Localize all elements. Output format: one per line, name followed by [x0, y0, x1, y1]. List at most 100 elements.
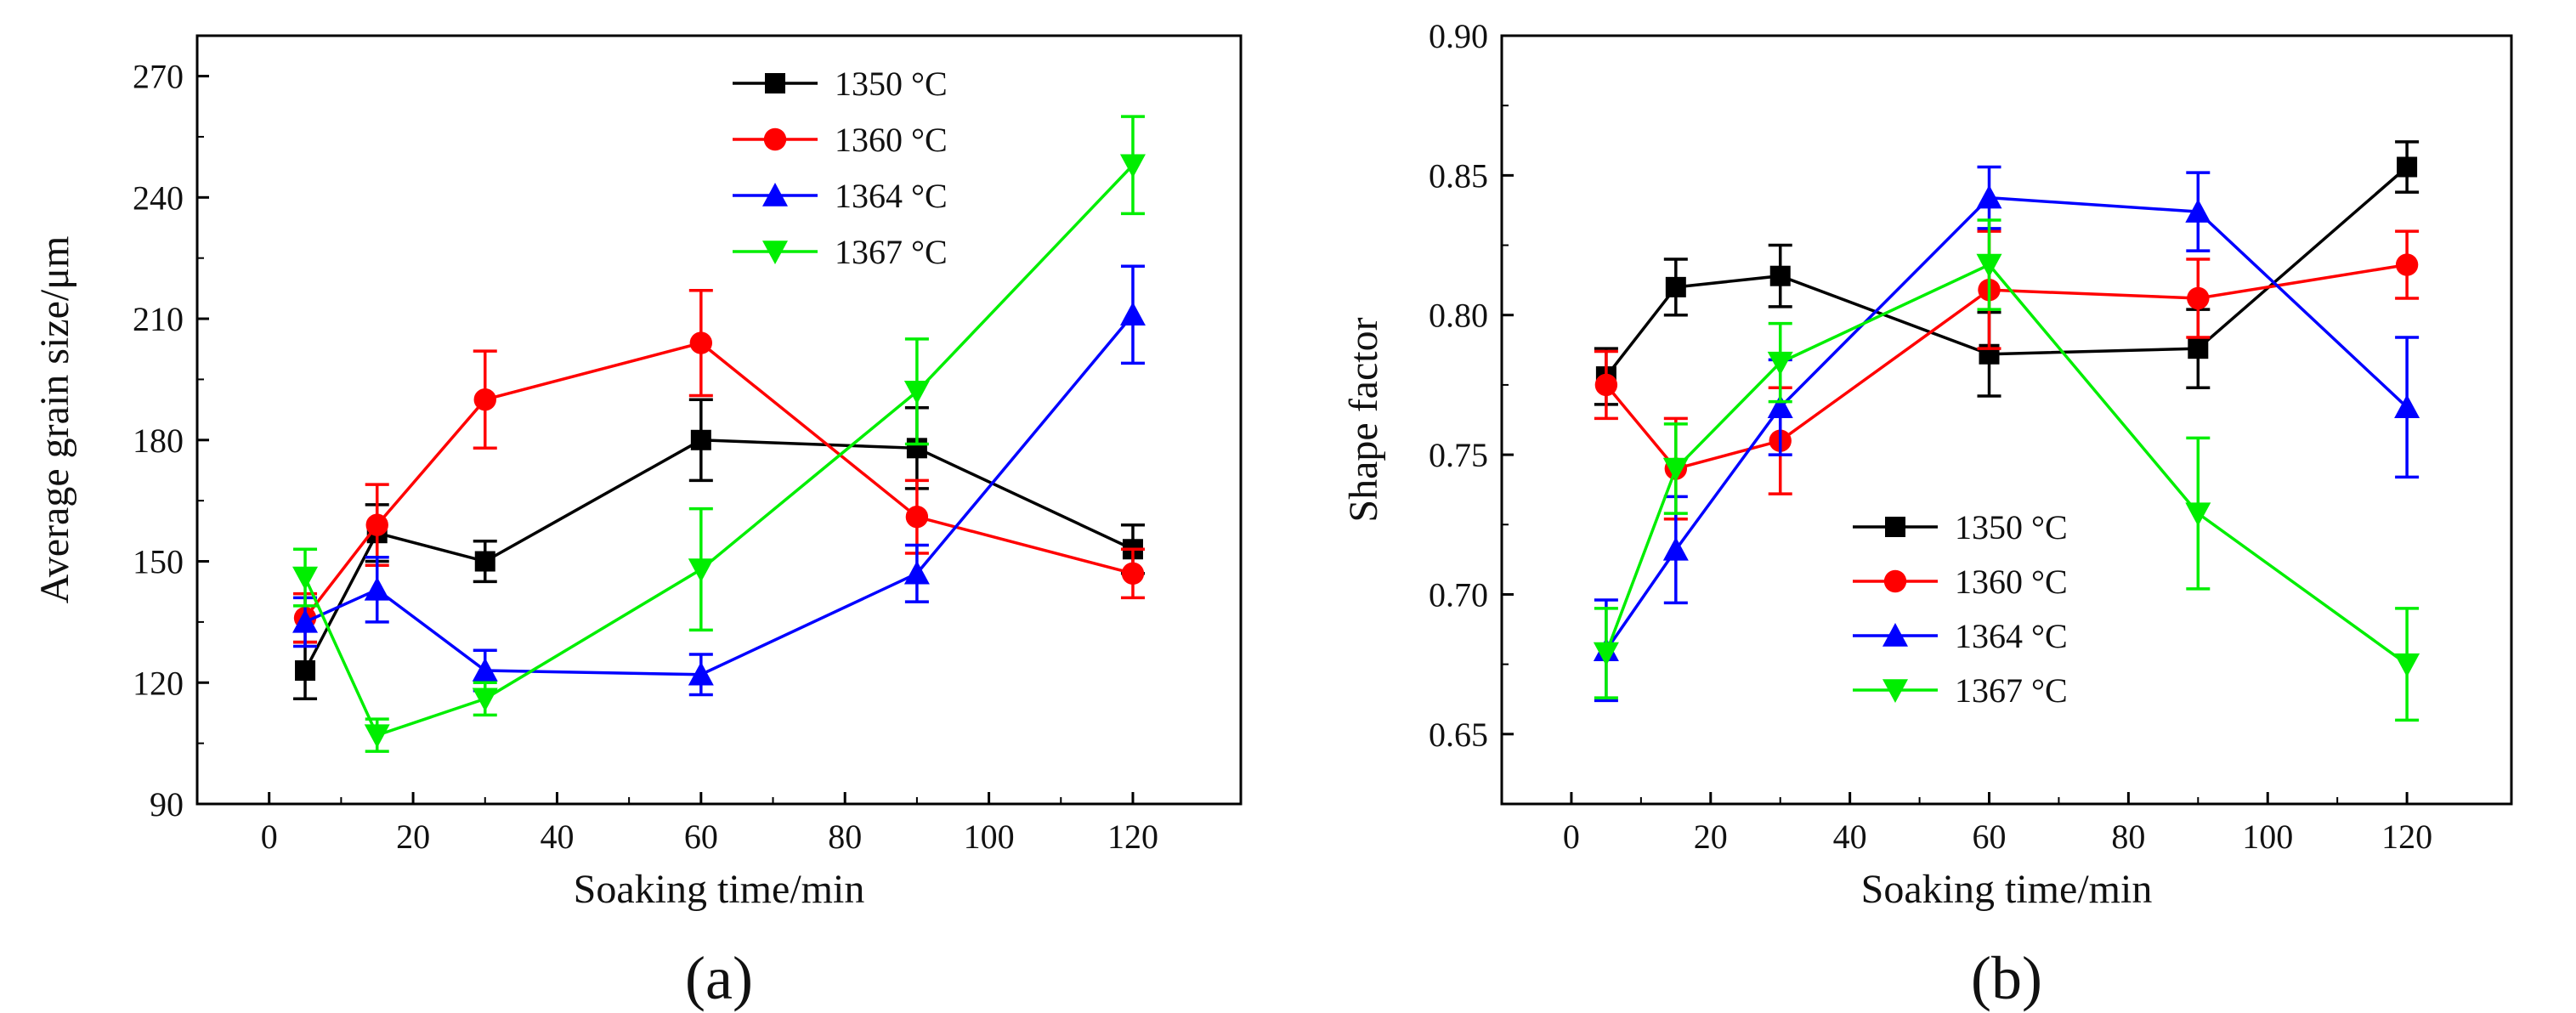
- x-tick-label: 60: [1973, 818, 2007, 856]
- x-axis-title: Soaking time/min: [1861, 867, 2153, 912]
- chart-panel-b: 0 20 40 60 80 100 120 0.65 0.70 0.75 0.80 0.85 0.90 S…: [1341, 17, 2513, 1012]
- legend-marker: [762, 241, 788, 264]
- plot-frame: [1500, 34, 2513, 806]
- y-tick-label: 0.70: [1429, 575, 1488, 614]
- data-point: [364, 576, 390, 601]
- x-tick-label: 100: [2242, 818, 2293, 856]
- y-tick-label: 90: [150, 785, 184, 823]
- data-point: [1593, 642, 1619, 666]
- data-point: [1976, 184, 2002, 209]
- y-tick-label: 0.80: [1429, 297, 1488, 335]
- data-point: [364, 724, 390, 749]
- y-axis-title: Shape factor: [1341, 317, 1386, 522]
- x-tick-label: 80: [828, 818, 862, 856]
- series-line: [304, 314, 1135, 676]
- data-point: [292, 608, 319, 633]
- legend-marker: [1885, 517, 1905, 537]
- x-tick-label: 0: [1563, 818, 1580, 856]
- legend-label: 1360 °C: [835, 121, 948, 159]
- data-point: [688, 558, 714, 583]
- data-point: [365, 513, 388, 536]
- legend: 1350 °C 1360 °C 1364 °C 1367 °C: [1853, 508, 2068, 710]
- series-line: [303, 341, 1134, 620]
- data-point: [905, 505, 929, 529]
- x-tick-label: 20: [396, 818, 430, 856]
- y-tick-label: 180: [133, 422, 184, 460]
- data-point: [2397, 156, 2418, 178]
- series-line: [303, 439, 1134, 671]
- data-point: [1662, 536, 1689, 561]
- data-point: [473, 388, 496, 411]
- legend-marker: [1883, 569, 1907, 593]
- x-tick-label: 20: [1694, 818, 1728, 856]
- x-tick-label: 40: [540, 818, 574, 856]
- data-point: [1119, 154, 1146, 178]
- y-tick-label: 270: [133, 58, 184, 96]
- data-point: [1662, 457, 1689, 482]
- data-point: [1767, 351, 1793, 376]
- series-1367: [292, 115, 1146, 753]
- legend-marker: [1882, 679, 1908, 703]
- data-point: [472, 688, 498, 712]
- data-point: [1976, 253, 2002, 278]
- legend-label: 1350 °C: [835, 65, 948, 103]
- y-tick-label: 240: [133, 178, 184, 217]
- panel-label: (a): [685, 944, 753, 1012]
- chart-panel-a: 0 20 40 60 80 100 120 90 120 150 180 210 240 270 Soaki…: [32, 34, 1243, 1012]
- legend-label: 1360 °C: [1955, 563, 2068, 601]
- x-tick-label: 100: [964, 818, 1015, 856]
- legend-marker: [763, 127, 787, 151]
- legend-marker: [762, 183, 788, 207]
- data-point: [1769, 265, 1791, 286]
- data-point: [1121, 562, 1145, 585]
- x-tick-label: 0: [261, 818, 278, 856]
- data-point: [903, 380, 930, 405]
- series-1360: [1594, 229, 2420, 521]
- data-point: [1665, 276, 1686, 297]
- series-1364: [292, 264, 1146, 697]
- panel-label: (b): [1971, 944, 2042, 1012]
- series-line: [1605, 195, 2409, 652]
- y-tick-label: 0.65: [1429, 716, 1488, 754]
- y-axis-title: Average grain size/μm: [32, 236, 77, 604]
- data-point: [292, 566, 319, 591]
- legend-label: 1364 °C: [1955, 617, 2068, 655]
- data-point: [903, 560, 930, 585]
- series-line: [1605, 263, 2408, 471]
- data-point: [1594, 373, 1618, 397]
- x-tick-label: 120: [2381, 818, 2432, 856]
- plot-frame: [195, 34, 1243, 806]
- series-1360: [293, 288, 1145, 644]
- data-point: [689, 331, 713, 354]
- data-point: [2185, 502, 2211, 527]
- y-tick-label: 120: [133, 664, 184, 702]
- x-tick-label: 80: [2111, 818, 2145, 856]
- y-tick-label: 210: [133, 300, 184, 338]
- data-point: [2395, 253, 2419, 276]
- x-tick-label: 60: [684, 818, 718, 856]
- data-point: [295, 659, 316, 681]
- y-tick-label: 0.85: [1429, 156, 1488, 195]
- legend-label: 1364 °C: [835, 177, 948, 215]
- data-point: [690, 429, 711, 450]
- legend: 1350 °C 1360 °C 1364 °C 1367 °C: [733, 65, 948, 271]
- data-point: [472, 657, 498, 682]
- series-1367: [1593, 218, 2420, 722]
- data-point: [2187, 286, 2210, 310]
- data-point: [2394, 653, 2420, 677]
- series-line: [303, 164, 1135, 738]
- data-point: [688, 661, 714, 686]
- legend-marker: [1882, 623, 1908, 647]
- legend-label: 1367 °C: [835, 233, 948, 271]
- legend-label: 1367 °C: [1955, 671, 2068, 710]
- x-tick-label: 40: [1833, 818, 1867, 856]
- data-point: [2188, 338, 2209, 359]
- data-point: [2185, 199, 2211, 223]
- y-tick-label: 150: [133, 543, 184, 581]
- data-point: [2394, 394, 2420, 418]
- legend-marker: [765, 73, 785, 93]
- series-line: [1605, 263, 2409, 666]
- data-point: [1767, 394, 1793, 418]
- x-axis-title: Soaking time/min: [574, 867, 865, 912]
